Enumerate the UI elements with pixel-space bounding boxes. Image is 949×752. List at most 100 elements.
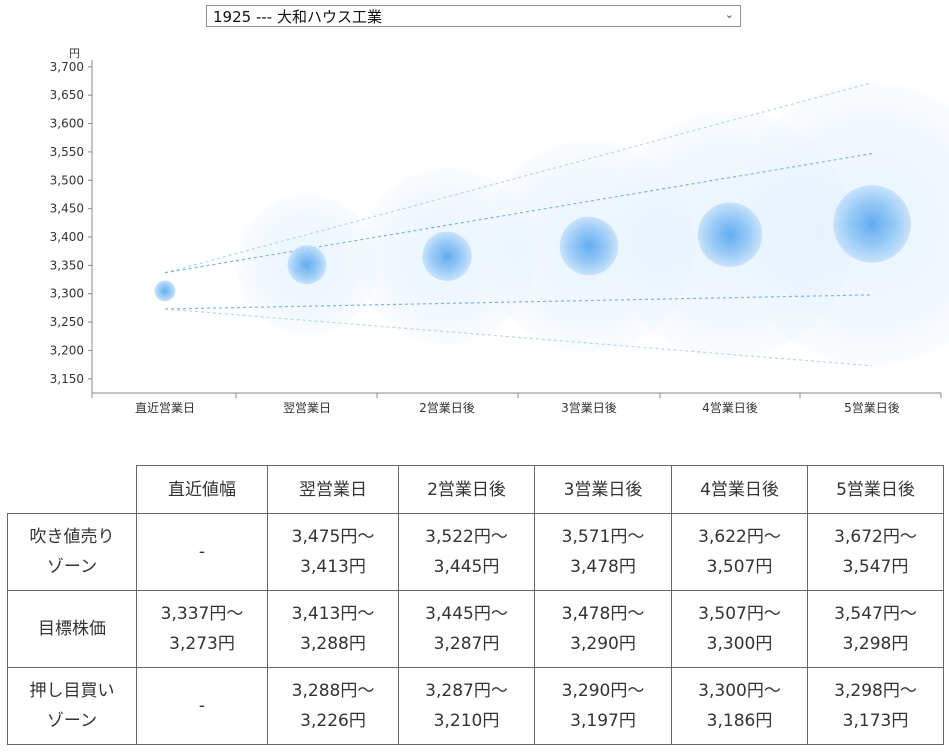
cell-value: - — [198, 542, 206, 562]
row-label-line: ゾーン — [46, 557, 98, 577]
cell-value: 3,445円～ — [425, 604, 508, 624]
cell-value: 3,300円 — [706, 634, 773, 654]
table-header: 5営業日後 — [807, 465, 944, 514]
row-label-line: 押し目買い — [29, 681, 115, 701]
target-bubble — [154, 280, 176, 302]
row-label-line: 目標株価 — [38, 619, 106, 639]
y-axis-unit: 円 — [69, 47, 80, 60]
cell-value: 3,290円～ — [561, 681, 645, 701]
target-bubble — [559, 216, 619, 276]
table-cell: 3,672円～ 3,547円 — [807, 513, 944, 591]
cell-value: 3,571円～ — [561, 527, 645, 547]
table-cell: 3,522円～ 3,445円 — [398, 513, 535, 591]
cell-value: 3,287円～ — [425, 681, 508, 701]
row-label-line: ゾーン — [46, 711, 98, 731]
table-cell: 3,622円～ 3,507円 — [671, 513, 808, 591]
row-label: 押し目買い ゾーン — [7, 667, 137, 745]
y-tick-label: 3,350 — [50, 258, 84, 272]
x-tick-label: 翌営業日 — [283, 401, 331, 415]
y-tick-label: 3,200 — [50, 343, 84, 357]
table-cell: 3,445円～ 3,287円 — [398, 590, 535, 668]
y-tick-label: 3,450 — [50, 202, 84, 216]
table-header: 4営業日後 — [671, 465, 808, 514]
cell-value: 3,507円 — [706, 557, 773, 577]
table-cell: 3,478円～ 3,290円 — [534, 590, 672, 668]
band-line — [164, 82, 873, 274]
y-tick-label: 3,150 — [50, 372, 84, 386]
cell-value: 3,288円～ — [291, 681, 375, 701]
cell-value: 3,288円 — [300, 634, 366, 654]
cell-value: 3,672円～ — [834, 527, 917, 547]
cell-value: - — [198, 696, 206, 716]
table-cell: 3,337円～ 3,273円 — [136, 590, 268, 668]
cell-value: 3,173円 — [842, 711, 909, 731]
cell-value: 3,413円～ — [291, 604, 375, 624]
cell-value: 3,337円～ — [160, 604, 244, 624]
cell-value: 3,273円 — [169, 634, 235, 654]
y-tick-label: 3,250 — [50, 315, 84, 329]
cell-value: 3,475円～ — [291, 527, 375, 547]
cell-value: 3,445円 — [433, 557, 500, 577]
x-tick-label: 5営業日後 — [844, 401, 900, 415]
table-cell: 3,298円～ 3,173円 — [807, 667, 944, 745]
target-bubble — [287, 245, 327, 285]
table-cell: 3,571円～ 3,478円 — [534, 513, 672, 591]
cell-value: 3,547円～ — [834, 604, 917, 624]
table-header: 直近値幅 — [136, 465, 268, 514]
y-tick-label: 3,500 — [50, 173, 84, 187]
table-row: 押し目買いゾーン - 3,288円～ 3,226円 3,287円～ 3,210円 3,290… — [7, 667, 944, 745]
x-tick-label: 3営業日後 — [561, 401, 617, 415]
row-label: 吹き値売り ゾーン — [7, 513, 137, 591]
target-bubble — [422, 231, 472, 281]
y-tick-label: 3,600 — [50, 117, 84, 131]
row-label: 目標株価 — [7, 590, 137, 668]
cell-value: 3,298円～ — [834, 681, 917, 701]
chevron-down-icon: ⌄ — [724, 8, 734, 21]
cell-value: 3,478円 — [570, 557, 636, 577]
table-header: 翌営業日 — [267, 465, 399, 514]
target-bubble — [833, 185, 911, 263]
cell-value: 3,290円 — [570, 634, 636, 654]
y-tick-label: 3,550 — [50, 145, 84, 159]
x-tick-label: 直近営業日 — [135, 401, 195, 415]
table-cell: 3,413円～ 3,288円 — [267, 590, 399, 668]
stock-select[interactable]: 1925 --- 大和ハウス工業 ⌄ — [206, 5, 741, 27]
row-label-line: 吹き値売り — [29, 527, 115, 547]
y-tick-label: 3,300 — [50, 287, 84, 301]
cell-value: 3,547円 — [842, 557, 909, 577]
price-table: 直近値幅 翌営業日 2営業日後 3営業日後 4営業日後 5営業日後 吹き値売りゾ… — [7, 465, 944, 745]
table-row: 吹き値売りゾーン - 3,475円～ 3,413円 3,522円～ 3,445円 3,571… — [7, 513, 944, 591]
table-corner — [7, 465, 137, 514]
table-row: 目標株価 3,337円～ 3,273円 3,413円～ 3,288円 3,445円～ 3,2… — [7, 590, 944, 668]
cell-value: 3,210円 — [433, 711, 500, 731]
table-header: 2営業日後 — [398, 465, 535, 514]
forecast-chart: 3,150 3,200 3,250 3,300 3,350 3,400 3,450 3,500… — [50, 47, 949, 415]
table-header-row: 直近値幅 翌営業日 2営業日後 3営業日後 4営業日後 5営業日後 — [7, 465, 944, 514]
cell-value: 3,522円～ — [425, 527, 508, 547]
table-cell: 3,288円～ 3,226円 — [267, 667, 399, 745]
cell-value: 3,413円 — [300, 557, 366, 577]
cell-value: 3,226円 — [300, 711, 366, 731]
cell-value: 3,478円～ — [561, 604, 645, 624]
x-tick-label: 2営業日後 — [419, 401, 475, 415]
target-bubble — [697, 202, 763, 268]
y-tick-label: 3,650 — [50, 88, 84, 102]
cell-value: 3,507円～ — [698, 604, 781, 624]
cell-value: 3,186円 — [706, 711, 773, 731]
y-tick-label: 3,700 — [50, 60, 84, 74]
table-cell: 3,547円～ 3,298円 — [807, 590, 944, 668]
cell-value: 3,622円～ — [698, 527, 781, 547]
table-cell: 3,507円～ 3,300円 — [671, 590, 808, 668]
y-tick-label: 3,400 — [50, 230, 84, 244]
cell-value: 3,298円 — [842, 634, 909, 654]
table-cell: 3,287円～ 3,210円 — [398, 667, 535, 745]
cell-value: 3,287円 — [433, 634, 500, 654]
x-tick-label: 4営業日後 — [702, 401, 758, 415]
band-line — [164, 294, 873, 310]
cell-value: 3,300円～ — [698, 681, 781, 701]
table-cell: 3,300円～ 3,186円 — [671, 667, 808, 745]
stock-select-value: 1925 --- 大和ハウス工業 — [213, 7, 382, 26]
table-cell: - — [136, 513, 268, 591]
table-cell: - — [136, 667, 268, 745]
band-line — [164, 308, 873, 367]
